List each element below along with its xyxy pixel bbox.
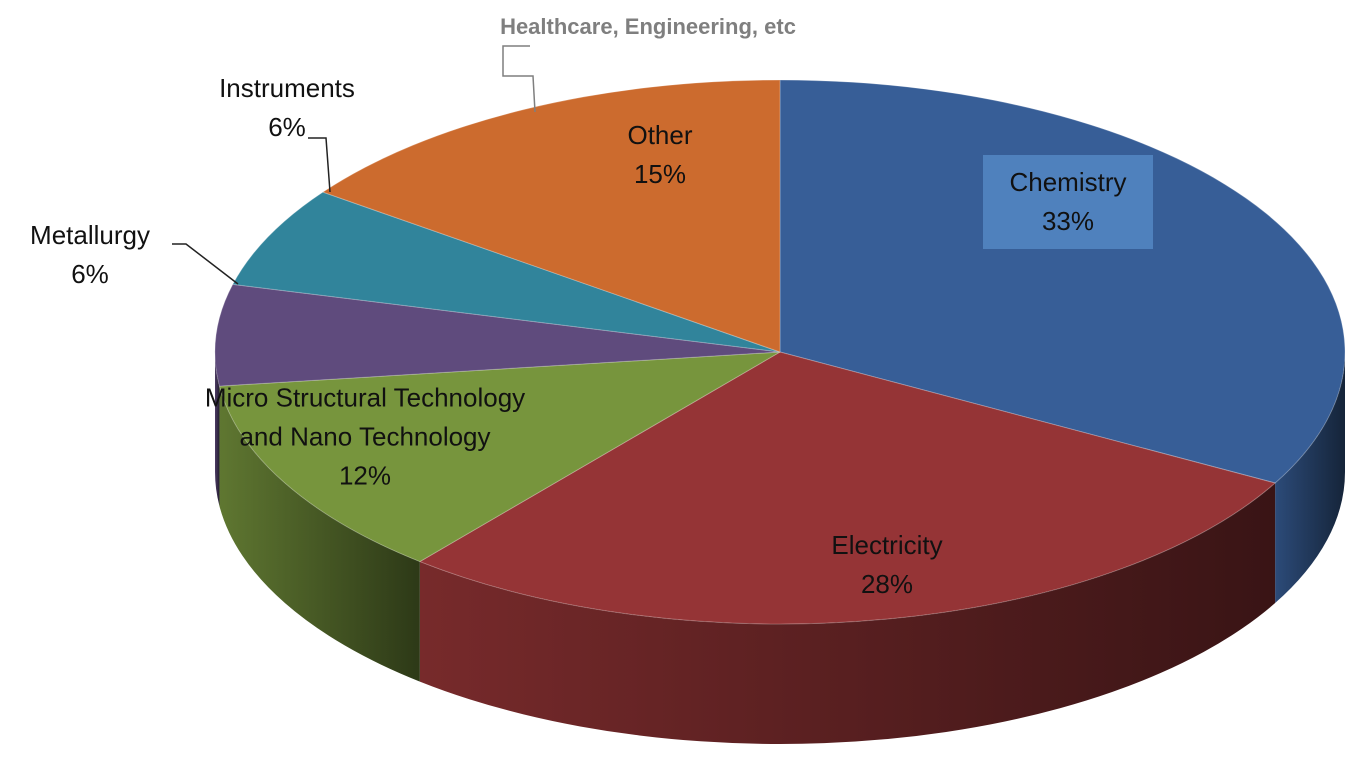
annotation-leader <box>502 45 536 113</box>
data-label: Micro Structural Technology and Nano Tec… <box>200 379 530 496</box>
data-label: Metallurgy 6% <box>0 216 190 294</box>
data-label: Chemistry 33% <box>983 155 1153 249</box>
label-value: 12% <box>338 460 392 491</box>
slice <box>321 79 781 353</box>
data-label: Instruments 6% <box>177 69 397 147</box>
label-name: Other <box>627 120 693 150</box>
slice-side <box>215 352 220 507</box>
slice <box>218 351 781 563</box>
label-value: 15% <box>633 159 687 189</box>
slice <box>418 351 1277 625</box>
slice <box>231 191 781 353</box>
slice-side <box>219 386 420 682</box>
data-label: Other 15% <box>560 116 760 194</box>
annotation: Healthcare, Engineering, etc <box>500 14 796 39</box>
label-value: 6% <box>268 112 306 142</box>
slice <box>779 79 1346 484</box>
label-name: Micro Structural Technology and Nano Tec… <box>204 382 526 452</box>
leader-line <box>172 243 239 285</box>
slice-side <box>1275 352 1345 604</box>
label-value: 28% <box>860 569 914 599</box>
label-value: 33% <box>1041 206 1095 236</box>
label-name: Metallurgy <box>30 220 150 250</box>
label-name: Instruments <box>219 73 355 103</box>
sides <box>215 352 1345 744</box>
label-value: 6% <box>71 259 109 289</box>
slice <box>214 283 781 387</box>
data-label: Electricity 28% <box>737 526 1037 604</box>
tops <box>214 79 1346 625</box>
label-name: Chemistry <box>1009 167 1127 197</box>
slice-side <box>419 483 1276 744</box>
label-name: Electricity <box>831 530 943 560</box>
leader-line <box>308 137 331 193</box>
